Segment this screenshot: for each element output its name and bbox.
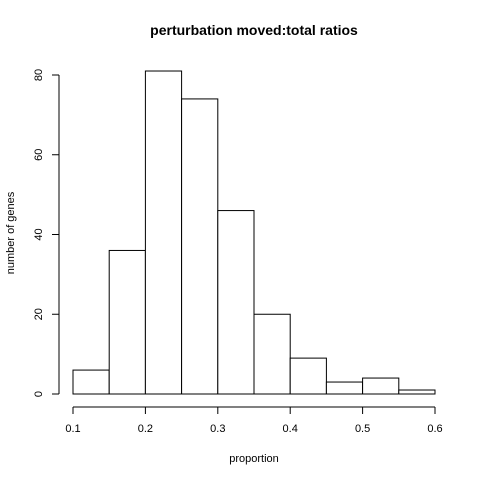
histogram-bar-7 [326,382,362,394]
histogram-bar-8 [363,378,399,394]
x-tick-label: 0.1 [65,423,80,435]
bars-group [73,71,435,394]
histogram-bar-0 [73,370,109,394]
y-axis-label: number of genes [5,191,17,274]
histogram-bar-6 [290,358,326,394]
x-tick-label: 0.2 [138,423,153,435]
histogram-bar-9 [399,390,435,394]
x-axis: 0.1 0.2 0.3 0.4 0.5 0.6 [65,407,442,435]
histogram-bar-4 [218,211,254,394]
x-tick-label: 0.4 [283,423,298,435]
x-tick-label: 0.6 [427,423,442,435]
histogram-bar-2 [145,71,181,394]
y-tick-label: 60 [33,149,45,161]
histogram-bar-3 [182,99,218,394]
y-tick-label: 40 [33,228,45,240]
histogram-bar-1 [109,250,145,394]
x-tick-label: 0.3 [210,423,225,435]
y-axis: 0 20 40 60 80 [33,69,59,397]
histogram-bar-5 [254,314,290,394]
chart-title: perturbation moved:total ratios [150,22,358,38]
y-tick-label: 80 [33,69,45,81]
y-tick-label: 0 [33,391,45,397]
y-tick-label: 20 [33,308,45,320]
x-axis-label: proportion [229,453,279,465]
x-tick-label: 0.5 [355,423,370,435]
